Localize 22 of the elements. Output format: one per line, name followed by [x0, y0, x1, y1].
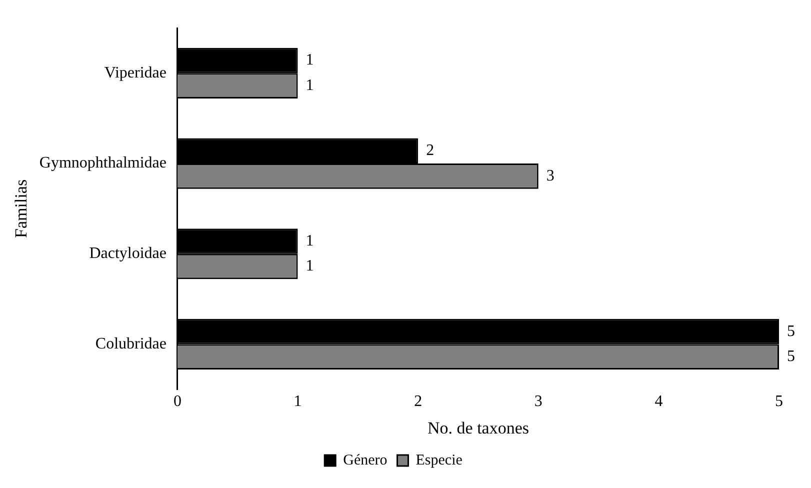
x-tick-label: 2 [414, 393, 422, 410]
x-tick-label: 4 [654, 393, 663, 410]
y-tick-label: Colubridae [95, 335, 166, 352]
y-tick-label: Gymnophthalmidae [39, 154, 166, 172]
data-label: 5 [787, 322, 795, 340]
data-label: 1 [306, 258, 314, 275]
x-tick-label: 1 [294, 393, 302, 410]
data-label: 5 [787, 348, 795, 366]
data-label: 1 [306, 77, 314, 94]
data-label: 1 [306, 232, 314, 250]
data-label: 1 [306, 52, 314, 69]
legend-label: Especie [416, 452, 463, 468]
x-axis-title: No. de taxones [427, 418, 529, 438]
y-tick-label: Viperidae [104, 64, 166, 82]
data-label: 3 [546, 167, 554, 184]
y-tick-label: Dactyloidae [89, 245, 166, 262]
x-tick-label: 5 [775, 393, 783, 410]
x-tick-label: 3 [534, 393, 542, 410]
y-axis-title: Familias [12, 179, 31, 238]
x-tick-label: 0 [173, 393, 182, 410]
data-label: 2 [426, 142, 434, 160]
legend-label: Género [343, 452, 388, 468]
